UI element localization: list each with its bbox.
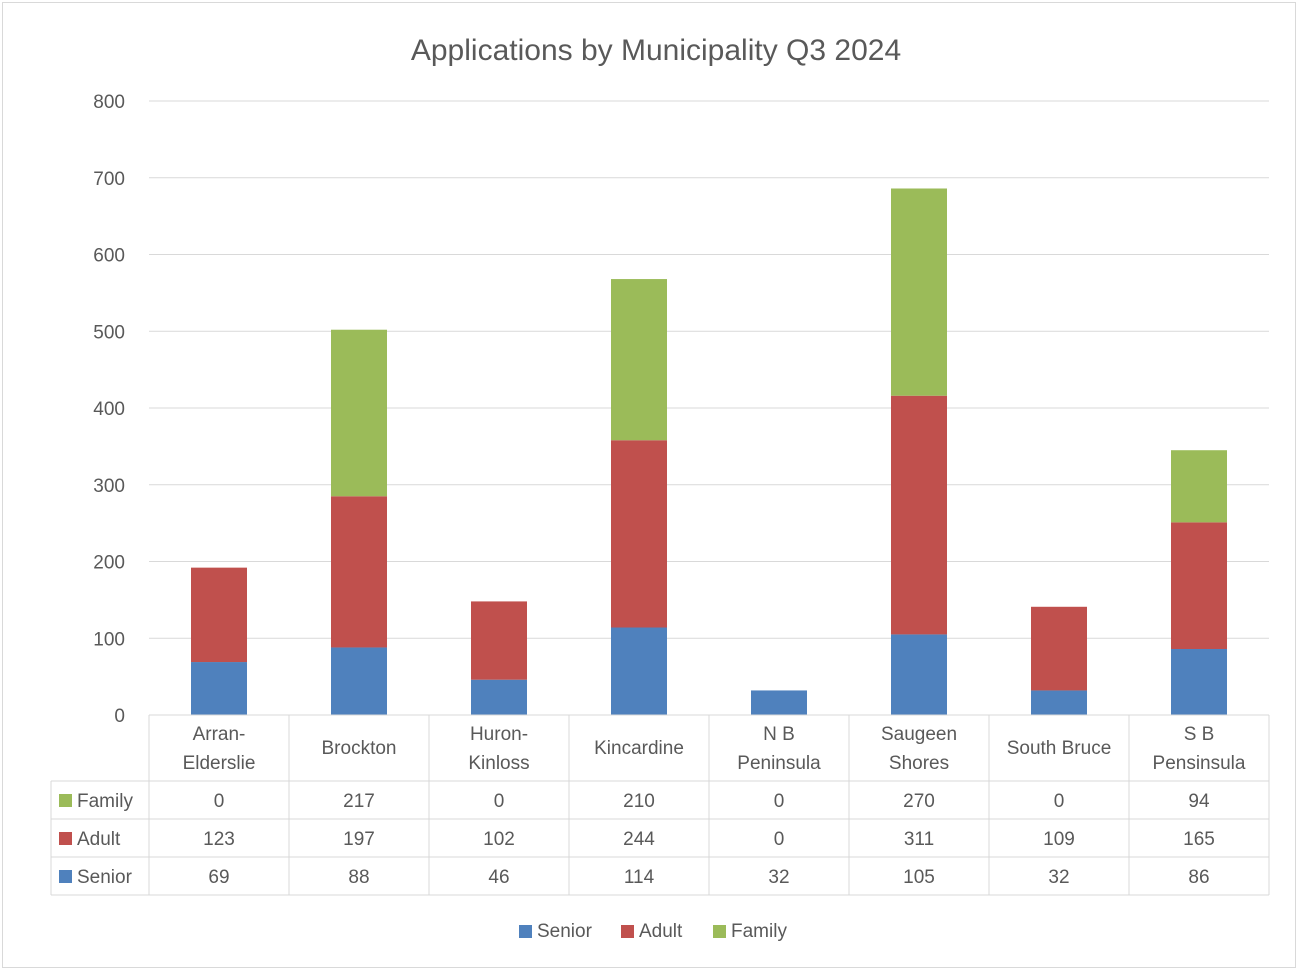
- category-label: Shores: [889, 753, 949, 774]
- table-value: 210: [623, 791, 655, 812]
- y-axis-ticks: 0 100 200 300 400 500 600 700 800: [93, 92, 125, 727]
- table-value: 88: [348, 867, 369, 888]
- row-legend-key: [59, 794, 72, 807]
- table-value: 123: [203, 829, 235, 850]
- bar-adult: [1031, 606, 1087, 691]
- y-tick-label: 600: [93, 246, 125, 267]
- bar-adult: [191, 567, 247, 663]
- table-value: 32: [768, 867, 789, 888]
- category-label: Elderslie: [183, 753, 256, 774]
- legend-key-senior: [519, 925, 532, 938]
- legend-key-family: [713, 925, 726, 938]
- table-value: 217: [343, 791, 375, 812]
- category-label: Peninsula: [737, 753, 821, 774]
- table-value: 46: [488, 867, 509, 888]
- table-value: 114: [624, 867, 655, 888]
- stacked-bar-chart: Applications by Municipality Q3 2024 0 10…: [50, 34, 1270, 942]
- table-value: 0: [774, 829, 785, 850]
- category-label: S B: [1184, 724, 1215, 745]
- table-value: 197: [343, 829, 375, 850]
- bar-adult: [891, 395, 947, 635]
- table-value: 94: [1188, 791, 1210, 812]
- category-label: Huron-: [470, 724, 528, 745]
- y-tick-label: 700: [93, 169, 125, 190]
- bar-adult: [471, 601, 527, 680]
- category-label: Pensinsula: [1153, 753, 1246, 774]
- category-label: Arran-: [193, 724, 246, 745]
- row-label: Adult: [77, 829, 121, 850]
- bar-family: [611, 279, 667, 441]
- bar-senior: [611, 627, 667, 715]
- bar-senior: [331, 647, 387, 715]
- category-label: Kincardine: [594, 738, 684, 759]
- y-tick-label: 0: [114, 706, 125, 727]
- bar-senior: [1031, 690, 1087, 715]
- table-value: 102: [483, 829, 515, 850]
- data-table: Arran- Elderslie Brockton Huron- Kinloss Kinc…: [50, 714, 1270, 896]
- table-value: 105: [903, 867, 935, 888]
- category-label: N B: [763, 724, 795, 745]
- category-label: Brockton: [322, 738, 397, 759]
- legend-label: Adult: [639, 921, 683, 942]
- bar-senior: [471, 679, 527, 715]
- row-label: Senior: [77, 867, 133, 888]
- legend-key-adult: [621, 925, 634, 938]
- bar-senior: [751, 690, 807, 715]
- table-value: 311: [904, 829, 934, 850]
- table-value: 69: [208, 867, 229, 888]
- bar-senior: [191, 662, 247, 715]
- table-value: 0: [214, 791, 225, 812]
- category-label: Kinloss: [468, 753, 529, 774]
- bar-family: [1171, 450, 1227, 523]
- legend-label: Family: [731, 921, 787, 942]
- category-label: Saugeen: [881, 724, 957, 745]
- bar-adult: [331, 496, 387, 648]
- y-tick-label: 500: [93, 322, 125, 343]
- table-value: 0: [774, 791, 785, 812]
- category-label: South Bruce: [1007, 738, 1112, 759]
- y-tick-label: 400: [93, 399, 125, 420]
- table-value: 165: [1183, 829, 1215, 850]
- legend: Senior Adult Family: [519, 921, 787, 942]
- table-value: 86: [1188, 867, 1209, 888]
- chart-title: Applications by Municipality Q3 2024: [411, 34, 901, 67]
- bars: [191, 188, 1227, 715]
- gridlines: [149, 100, 1269, 639]
- table-value: 270: [903, 791, 935, 812]
- y-tick-label: 800: [93, 92, 125, 113]
- row-label: Family: [77, 791, 133, 812]
- bar-adult: [1171, 522, 1227, 649]
- table-value: 0: [1054, 791, 1065, 812]
- y-tick-label: 200: [93, 553, 125, 574]
- row-legend-key: [59, 832, 72, 845]
- table-value: 32: [1048, 867, 1069, 888]
- bar-senior: [891, 634, 947, 715]
- y-tick-label: 100: [93, 629, 125, 650]
- table-value: 0: [494, 791, 505, 812]
- table-value: 244: [623, 829, 655, 850]
- bar-adult: [611, 440, 667, 628]
- bar-family: [331, 329, 387, 497]
- y-tick-label: 300: [93, 476, 125, 497]
- bar-senior: [1171, 648, 1227, 715]
- table-value: 109: [1043, 829, 1075, 850]
- row-legend-key: [59, 870, 72, 883]
- legend-label: Senior: [537, 921, 593, 942]
- bar-family: [891, 188, 947, 396]
